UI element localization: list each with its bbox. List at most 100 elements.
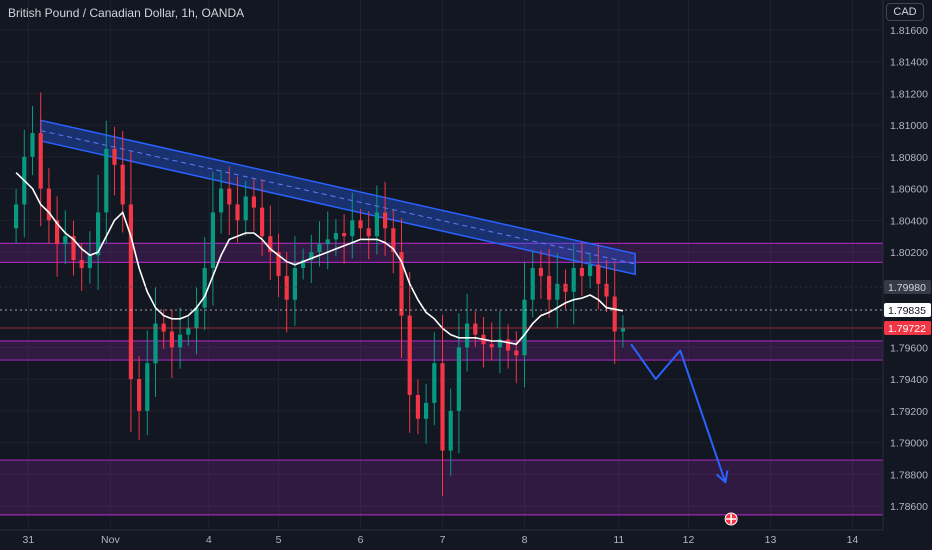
projection-arrow-path <box>630 343 727 483</box>
price-axis-label: 1.80200 <box>890 247 928 259</box>
candle-body <box>325 239 330 245</box>
candle-body <box>128 204 133 380</box>
time-axis-label: 7 <box>440 534 446 546</box>
candle-body <box>292 267 297 300</box>
price-axis-label: 1.79400 <box>890 374 928 386</box>
candle-body <box>55 220 60 245</box>
candle-body <box>588 264 593 276</box>
lower-target-zone <box>0 460 883 515</box>
candle-body <box>137 379 142 411</box>
price-axis-label: 1.81400 <box>890 57 928 69</box>
support-zone <box>0 341 883 361</box>
candle-body <box>497 339 502 348</box>
candle-body <box>391 228 396 253</box>
price-tag <box>884 303 931 318</box>
moving-average-line <box>15 172 624 346</box>
candle-body <box>473 323 478 335</box>
currency-button[interactable]: CAD <box>886 3 924 21</box>
price-axis-label: 1.81600 <box>890 25 928 37</box>
candle-body <box>399 252 404 316</box>
candle-body <box>71 236 76 261</box>
candles <box>14 92 625 497</box>
candle-body <box>186 328 191 335</box>
candle-body <box>620 328 625 332</box>
candle-body <box>210 212 215 268</box>
candle-body <box>145 363 150 411</box>
candle-body <box>383 212 388 229</box>
chart-title: British Pound / Canadian Dollar, 1h, OAN… <box>8 6 245 20</box>
candle-body <box>194 307 199 329</box>
candle-body <box>489 344 494 348</box>
candle-body <box>260 207 265 237</box>
channel-midline <box>40 130 636 265</box>
candle-body <box>374 212 379 237</box>
candle-body <box>350 220 355 237</box>
candle-body <box>440 363 445 451</box>
candle-body <box>14 204 19 229</box>
candle-body <box>276 252 281 276</box>
candle-body <box>112 148 117 165</box>
candle-body <box>333 233 338 240</box>
candle-body <box>301 260 306 268</box>
candle-body <box>235 204 240 221</box>
candle-body <box>268 236 273 253</box>
candle-body <box>202 267 207 308</box>
candle-body <box>342 233 347 237</box>
price-axis-label: 1.79200 <box>890 406 928 418</box>
candle-body <box>596 264 601 284</box>
candle-body <box>30 133 35 157</box>
candle-body <box>563 283 568 292</box>
candle-body <box>530 267 535 300</box>
price-axis-label: 1.79000 <box>890 438 928 450</box>
price-tag-label: 1.79835 <box>888 305 926 317</box>
time-axis-label: 14 <box>847 534 859 546</box>
price-tags: 1.79980 1.79835 1.79722 <box>0 280 931 335</box>
candle-body <box>465 323 470 348</box>
price-axis-label: 1.81000 <box>890 120 928 132</box>
time-axis-label: 6 <box>358 534 364 546</box>
candle-body <box>538 267 543 276</box>
candle-body <box>79 260 84 268</box>
candle-body <box>448 410 453 451</box>
candle-body <box>407 315 412 395</box>
candle-body <box>579 267 584 276</box>
time-axis-label: 13 <box>765 534 777 546</box>
time-axis-label: 8 <box>522 534 528 546</box>
time-axis-label: 4 <box>206 534 212 546</box>
candle-body <box>424 402 429 419</box>
candle-body <box>284 275 289 300</box>
time-axis-label: Nov <box>101 534 120 546</box>
candle-body <box>366 228 371 237</box>
candle-body <box>178 334 183 348</box>
price-axis-label: 1.78800 <box>890 469 928 481</box>
candle-body <box>169 331 174 348</box>
price-axis-label: 1.78600 <box>890 501 928 513</box>
moving-average <box>15 172 624 346</box>
candle-body <box>612 296 617 332</box>
price-axis-label: 1.80800 <box>890 152 928 164</box>
candle-body <box>456 347 461 411</box>
price-axis-label: 1.80600 <box>890 184 928 196</box>
time-axis-label: 31 <box>23 534 35 546</box>
candle-body <box>506 339 511 351</box>
price-axis-label: 1.80400 <box>890 215 928 227</box>
candle-body <box>432 363 437 403</box>
time-axis-label: 12 <box>683 534 695 546</box>
price-axis-label: 1.79600 <box>890 342 928 354</box>
candle-body <box>87 255 92 268</box>
candle-body <box>571 267 576 292</box>
candle-body <box>309 252 314 261</box>
price-tag-label: 1.79722 <box>888 323 926 335</box>
candle-body <box>317 244 322 253</box>
candle-body <box>120 164 125 205</box>
candle-body <box>46 188 51 221</box>
candle-body <box>415 394 420 419</box>
price-tag <box>884 320 931 335</box>
price-axis-label: 1.81200 <box>890 88 928 100</box>
candle-body <box>63 236 68 245</box>
candle-body <box>96 212 101 256</box>
candle-body <box>104 148 109 213</box>
